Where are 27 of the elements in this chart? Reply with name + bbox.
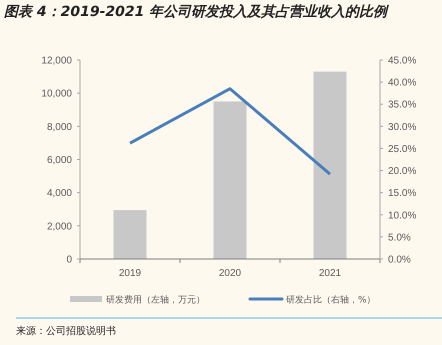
y-tick-label: 0	[66, 254, 72, 266]
y-tick-label: 12,000	[41, 56, 72, 66]
x-tick-label: 2021	[318, 268, 342, 279]
chart-title: 图表 4：2019-2021 年公司研发投入及其占营业收入的比例	[4, 4, 390, 20]
bar	[314, 72, 346, 259]
legend-label: 研发占比（右轴，%）	[286, 294, 376, 306]
legend-label: 研发费用（左轴，万元）	[106, 294, 205, 306]
y-tick-label: 2,000	[46, 221, 72, 232]
x-tick-label: 2020	[218, 268, 242, 279]
y2-tick-label: 10.0%	[388, 210, 416, 222]
x-tick-label: 2019	[118, 268, 142, 279]
y2-tick-label: 20.0%	[388, 166, 416, 178]
y-tick-label: 10,000	[41, 88, 72, 100]
source-note: 来源：公司招股说明书	[16, 325, 116, 337]
y2-tick-label: 25.0%	[388, 144, 416, 155]
y-tick-label: 8,000	[46, 122, 72, 133]
y2-tick-label: 40.0%	[388, 78, 416, 89]
y-tick-label: 4,000	[46, 188, 72, 200]
bar	[214, 101, 246, 259]
bar	[114, 210, 146, 259]
y2-tick-label: 5.0%	[388, 232, 411, 244]
y2-tick-label: 30.0%	[388, 122, 416, 133]
y2-tick-label: 45.0%	[388, 56, 416, 66]
y-tick-label: 6,000	[46, 155, 72, 166]
y2-tick-label: 0.0%	[388, 254, 411, 266]
y2-tick-label: 15.0%	[388, 188, 416, 200]
y2-tick-label: 35.0%	[388, 100, 416, 111]
